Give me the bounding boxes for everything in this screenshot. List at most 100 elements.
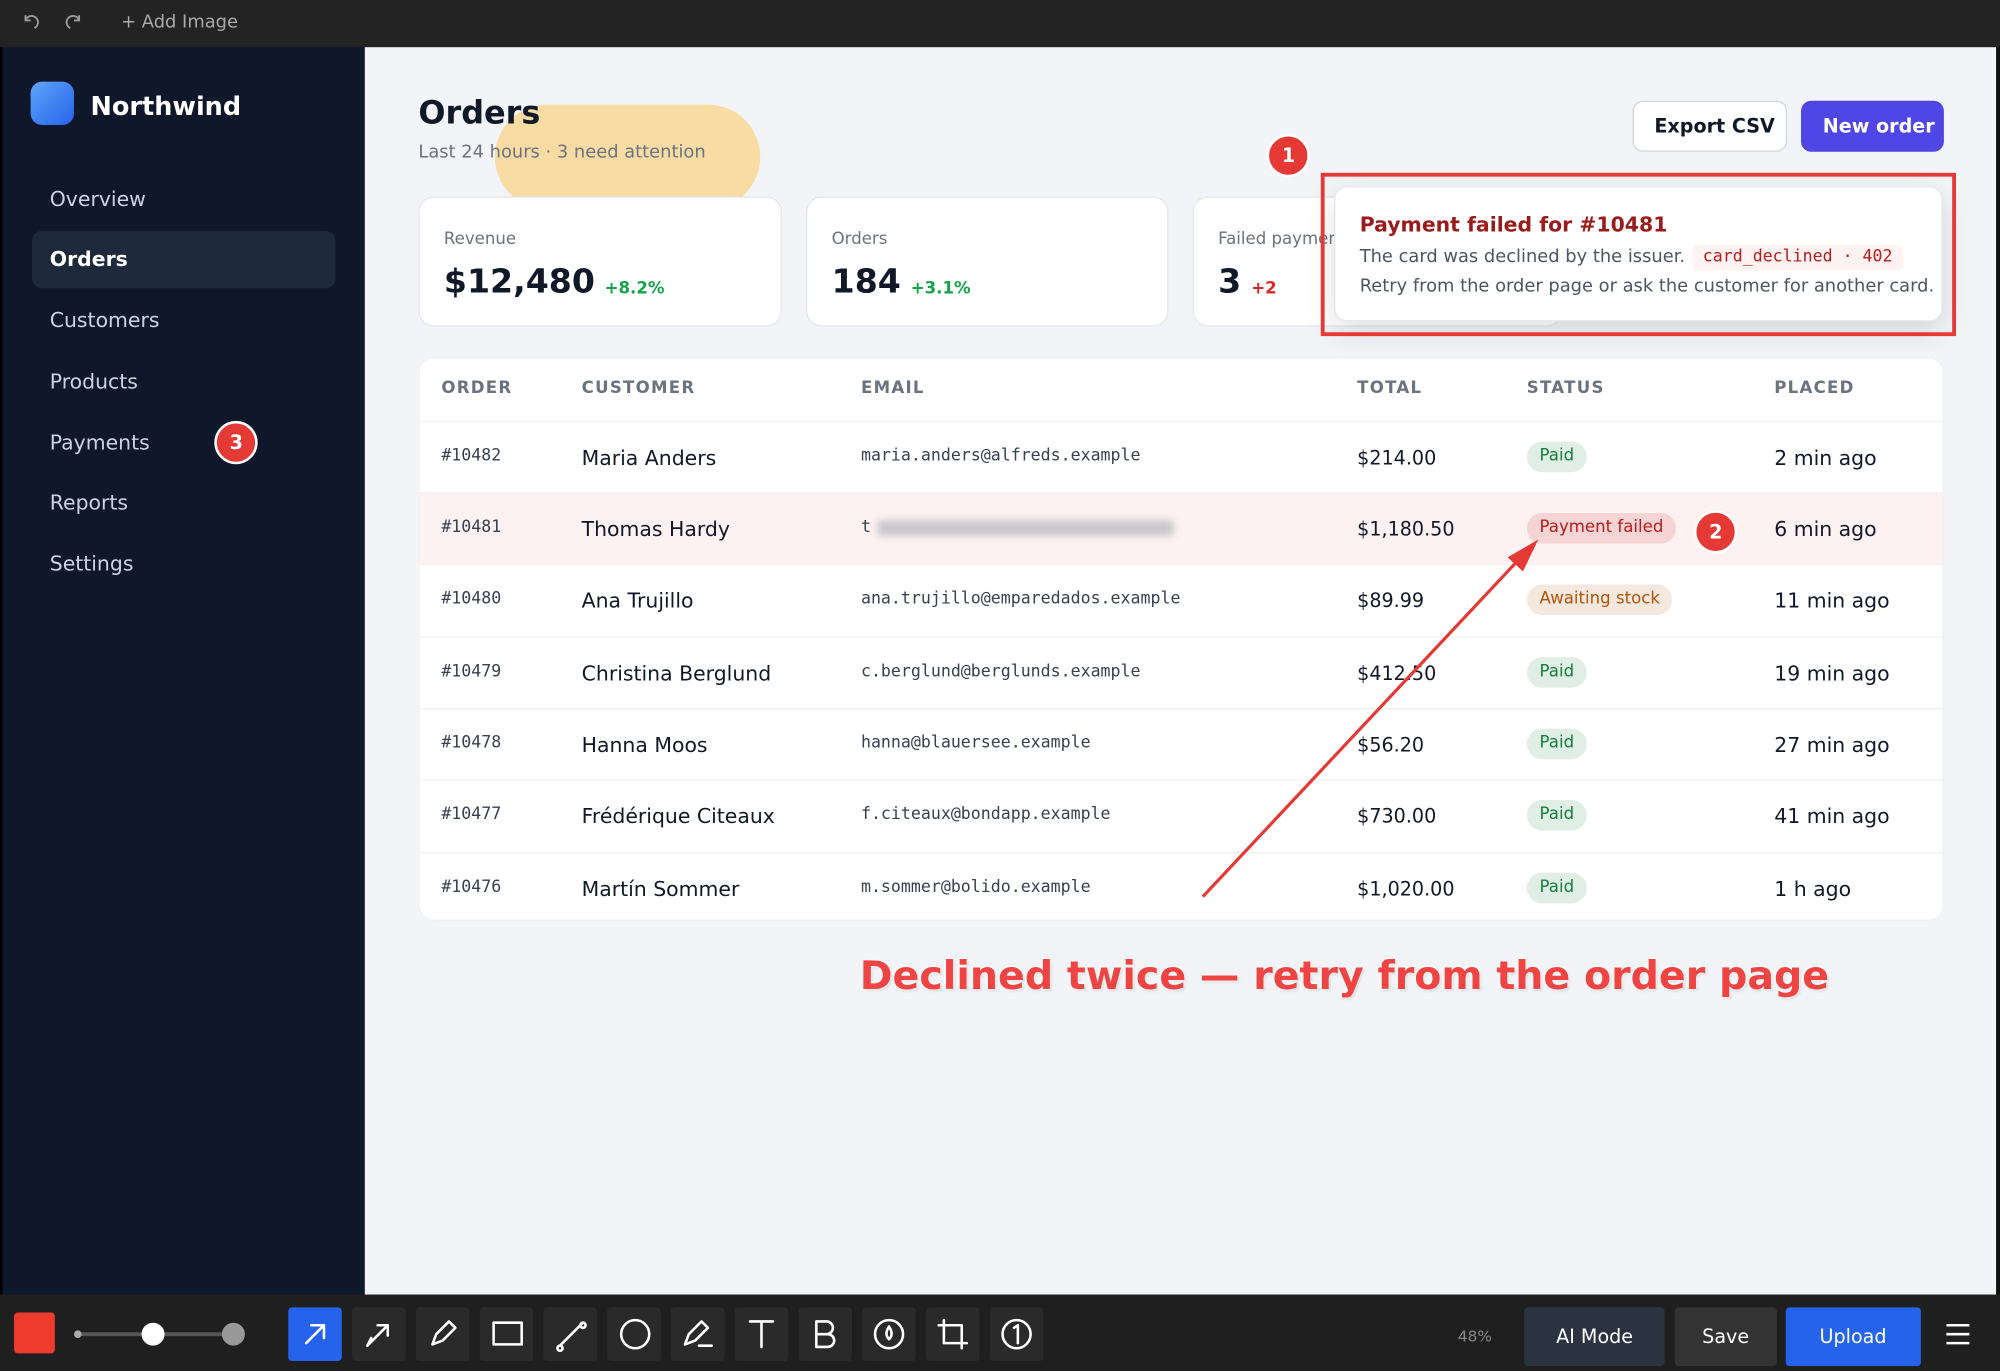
size-max bbox=[221, 1322, 245, 1346]
stat-card bbox=[418, 196, 782, 327]
customer: Ana Trujillo bbox=[581, 588, 694, 613]
size-min bbox=[73, 1330, 82, 1339]
row[interactable] bbox=[419, 563, 1943, 635]
toolbar-button[interactable] bbox=[1785, 1307, 1921, 1367]
nav-item[interactable]: Reports bbox=[49, 490, 129, 515]
brand: Northwind bbox=[90, 90, 242, 122]
tool-icon bbox=[492, 1321, 523, 1346]
placed: 41 min ago bbox=[1774, 804, 1890, 829]
tool-button[interactable] bbox=[862, 1307, 916, 1361]
order-id: #10476 bbox=[441, 877, 502, 897]
tool-icon bbox=[619, 1318, 651, 1350]
logo bbox=[30, 81, 74, 125]
order-id: #10482 bbox=[441, 446, 502, 466]
order-id: #10479 bbox=[441, 662, 502, 682]
redacted-email bbox=[877, 520, 1174, 536]
tool-button[interactable] bbox=[479, 1307, 534, 1361]
new-order-button[interactable] bbox=[1801, 100, 1944, 152]
page-subtitle: Last 24 hours · 3 need attention bbox=[418, 142, 706, 163]
tool-button[interactable] bbox=[415, 1307, 470, 1361]
tool-icon bbox=[556, 1321, 587, 1352]
row[interactable] bbox=[419, 636, 1943, 707]
stat-card bbox=[806, 196, 1169, 327]
export-button[interactable] bbox=[1632, 100, 1787, 152]
customer: Maria Anders bbox=[581, 445, 717, 470]
popover-title: Payment failed for #10481 bbox=[1359, 212, 1668, 237]
undo-redo[interactable] bbox=[0, 0, 102, 47]
customer: Christina Berglund bbox=[581, 661, 772, 686]
tool-button[interactable] bbox=[926, 1307, 980, 1361]
tool-button[interactable] bbox=[607, 1307, 661, 1361]
stat-delta: +2 bbox=[1251, 279, 1277, 299]
tool-icon bbox=[815, 1320, 836, 1349]
top-toolbar bbox=[0, 0, 2000, 48]
email: t bbox=[860, 518, 871, 538]
status-pill: Awaiting stock bbox=[1526, 584, 1673, 615]
toolbar-button-label[interactable]: Save bbox=[1702, 1325, 1750, 1349]
order-id: #10477 bbox=[441, 805, 502, 825]
tool-icon bbox=[304, 1323, 326, 1345]
step-marker bbox=[1266, 133, 1310, 178]
menu-icon bbox=[1946, 1323, 1970, 1345]
toolbar-button-label[interactable]: Upload bbox=[1819, 1325, 1887, 1349]
row[interactable] bbox=[419, 852, 1943, 923]
highlight bbox=[494, 104, 761, 210]
nav-item[interactable]: Customers bbox=[49, 307, 160, 333]
tool-icon bbox=[873, 1318, 905, 1350]
column-header: PLACED bbox=[1774, 379, 1855, 399]
add-image[interactable]: + Add Image bbox=[121, 12, 239, 33]
toolbar-button-label[interactable]: AI Mode bbox=[1556, 1325, 1634, 1349]
stat-value: 184 bbox=[831, 263, 901, 302]
row[interactable] bbox=[419, 707, 1943, 779]
tool-icon bbox=[683, 1320, 714, 1347]
stat-label: Revenue bbox=[443, 229, 517, 249]
nav-item[interactable]: Payments bbox=[49, 430, 150, 455]
row[interactable] bbox=[419, 420, 1943, 492]
column-header: ORDER bbox=[441, 379, 513, 399]
toolbar-button[interactable] bbox=[1524, 1307, 1665, 1367]
popover-text: The card was declined by the issuer. bbox=[1359, 246, 1686, 268]
status-pill: Payment failed bbox=[1526, 513, 1677, 544]
placed: 11 min ago bbox=[1774, 588, 1890, 613]
nav-item[interactable]: Orders bbox=[49, 246, 128, 271]
total: $56.20 bbox=[1357, 733, 1425, 757]
popover-code: card_declined · 402 bbox=[1692, 245, 1903, 271]
tool-button[interactable] bbox=[670, 1307, 725, 1361]
status-pill: Paid bbox=[1526, 441, 1587, 472]
new-order-label[interactable]: New order bbox=[1822, 114, 1935, 138]
popover-hint: Retry from the order page or ask the cus… bbox=[1359, 276, 1935, 297]
step-marker bbox=[1693, 510, 1738, 554]
email: m.sommer@bolido.example bbox=[860, 877, 1091, 897]
export-label[interactable]: Export CSV bbox=[1654, 114, 1775, 138]
page-title: Orders bbox=[418, 94, 541, 132]
column-header: TOTAL bbox=[1357, 379, 1423, 399]
customer: Martín Sommer bbox=[581, 876, 740, 902]
stat-delta: +8.2% bbox=[604, 279, 665, 299]
row-highlight[interactable] bbox=[419, 492, 1943, 564]
annotation-arrow bbox=[1201, 549, 1528, 898]
customer: Thomas Hardy bbox=[581, 517, 730, 542]
tool-icon bbox=[937, 1318, 969, 1350]
placed: 2 min ago bbox=[1774, 445, 1877, 470]
step-number: 2 bbox=[1709, 520, 1723, 544]
color-swatch[interactable] bbox=[14, 1312, 55, 1354]
email: maria.anders@alfreds.example bbox=[860, 446, 1141, 466]
stat-delta: +3.1% bbox=[910, 279, 971, 299]
toolbar-button[interactable] bbox=[1674, 1307, 1777, 1367]
stat-label: Orders bbox=[831, 229, 888, 249]
nav-active bbox=[31, 230, 336, 289]
email: f.citeaux@bondapp.example bbox=[860, 805, 1111, 825]
column-header: CUSTOMER bbox=[581, 379, 696, 399]
tool-icon bbox=[1001, 1318, 1032, 1350]
table-card bbox=[418, 357, 1944, 921]
nav-item[interactable]: Settings bbox=[49, 551, 134, 576]
nav-item[interactable]: Overview bbox=[49, 186, 146, 211]
column-header: STATUS bbox=[1526, 379, 1605, 399]
customer: Frédérique Citeaux bbox=[581, 804, 775, 829]
nav-item[interactable]: Products bbox=[49, 369, 138, 394]
column-header: EMAIL bbox=[860, 379, 925, 399]
row[interactable] bbox=[419, 779, 1943, 850]
stat-value: $12,480 bbox=[443, 263, 595, 302]
email: c.berglund@berglunds.example bbox=[860, 662, 1141, 682]
order-id: #10481 bbox=[441, 518, 502, 538]
